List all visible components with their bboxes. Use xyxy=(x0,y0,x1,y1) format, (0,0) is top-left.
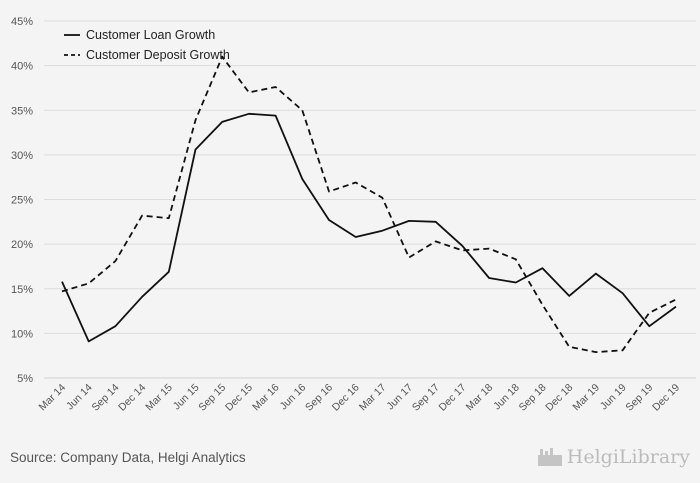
x-tick-label: Sep 17 xyxy=(410,382,442,414)
brand-logo: HelgiLibrary xyxy=(537,446,690,468)
x-tick-label: Mar 18 xyxy=(464,382,496,414)
y-tick-label: 30% xyxy=(11,150,33,162)
x-tick-label: Jun 19 xyxy=(598,382,629,413)
y-tick-label: 25% xyxy=(11,195,33,207)
x-tick-label: Mar 15 xyxy=(143,382,175,414)
x-tick-label: Dec 18 xyxy=(543,382,575,414)
x-tick-label: Sep 14 xyxy=(89,382,121,414)
y-tick-label: 40% xyxy=(11,61,33,73)
x-tick-label: Dec 14 xyxy=(116,382,148,414)
x-tick-label: Mar 19 xyxy=(570,382,602,414)
x-tick-label: Mar 16 xyxy=(250,382,282,414)
x-tick-label: Mar 17 xyxy=(357,382,389,414)
y-tick-label: 20% xyxy=(11,239,33,251)
x-tick-label: Dec 19 xyxy=(650,382,682,414)
source-note: Source: Company Data, Helgi Analytics xyxy=(10,450,246,465)
series-line-deposit-growth xyxy=(61,55,677,354)
x-tick-label: Jun 15 xyxy=(171,382,202,413)
x-tick-label: Jun 16 xyxy=(278,382,309,413)
legend-label: Customer Deposit Growth xyxy=(86,48,230,62)
x-tick-label: Jun 17 xyxy=(384,382,415,413)
x-tick-label: Sep 19 xyxy=(623,382,655,414)
x-tick-label: Sep 18 xyxy=(517,382,549,414)
x-tick-label: Jun 18 xyxy=(491,382,522,413)
series-line-loan-growth xyxy=(61,112,677,343)
y-tick-label: 15% xyxy=(11,284,33,296)
legend-label: Customer Loan Growth xyxy=(86,28,215,42)
y-tick-label: 35% xyxy=(11,105,33,117)
x-tick-label: Dec 16 xyxy=(330,382,362,414)
y-tick-label: 45% xyxy=(11,16,33,28)
x-tick-label: Sep 16 xyxy=(303,382,335,414)
x-tick-label: Dec 17 xyxy=(437,382,469,414)
x-tick-label: Jun 14 xyxy=(64,382,95,413)
y-tick-label: 10% xyxy=(11,328,33,340)
x-tick-label: Mar 14 xyxy=(37,382,69,414)
brand-name: HelgiLibrary xyxy=(566,446,690,468)
factory-icon xyxy=(537,448,562,466)
y-tick-label: 5% xyxy=(17,373,33,385)
x-tick-label: Sep 15 xyxy=(196,382,228,414)
x-tick-label: Dec 15 xyxy=(223,382,255,414)
